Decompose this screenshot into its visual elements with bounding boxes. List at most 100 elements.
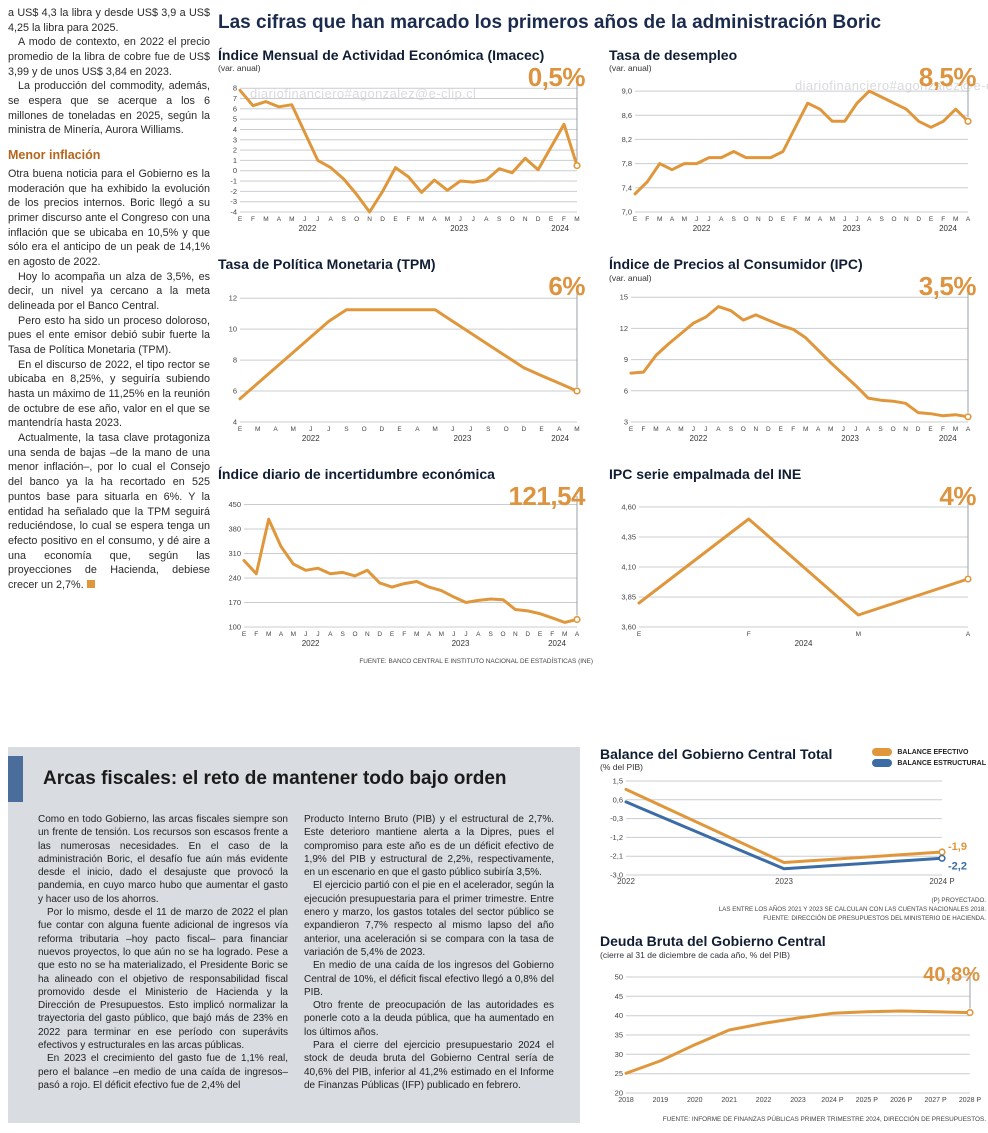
svg-text:-1: -1 <box>230 177 237 186</box>
svg-text:N: N <box>513 631 518 638</box>
svg-text:3,60: 3,60 <box>621 623 636 632</box>
svg-text:310: 310 <box>228 549 241 558</box>
svg-text:M: M <box>414 631 419 638</box>
article-paragraph: Pero esto ha sido un proceso doloroso, p… <box>8 314 210 357</box>
svg-text:2024: 2024 <box>939 224 957 233</box>
svg-text:A: A <box>867 216 872 223</box>
legend-item-estructural: BALANCE ESTRUCTURAL <box>872 759 986 767</box>
svg-text:M: M <box>805 216 810 223</box>
svg-text:F: F <box>941 426 945 433</box>
svg-text:O: O <box>510 216 515 223</box>
article-paragraph: En el discurso de 2022, el tipo rector s… <box>8 358 210 430</box>
svg-text:J: J <box>303 216 306 223</box>
svg-text:S: S <box>489 631 494 638</box>
svg-text:D: D <box>916 216 921 223</box>
chart-subtitle: (% del PIB) <box>600 762 643 773</box>
svg-text:2025 P: 2025 P <box>856 1097 879 1104</box>
svg-text:9,0: 9,0 <box>622 87 632 96</box>
svg-text:O: O <box>362 426 367 433</box>
svg-text:O: O <box>352 631 357 638</box>
svg-text:2023: 2023 <box>775 877 793 886</box>
svg-text:12: 12 <box>229 293 237 302</box>
svg-text:E: E <box>397 426 402 433</box>
svg-text:J: J <box>464 631 467 638</box>
article-paragraph: Hoy lo acompaña un alza de 3,5%, es deci… <box>8 270 210 313</box>
svg-text:2024: 2024 <box>551 224 569 233</box>
svg-text:J: J <box>316 216 319 223</box>
svg-text:F: F <box>645 216 649 223</box>
svg-text:J: J <box>451 426 454 433</box>
highlight-value: 8,5% <box>918 62 977 92</box>
legend: BALANCE EFECTIVO BALANCE ESTRUCTURAL <box>872 748 986 767</box>
svg-text:S: S <box>732 216 737 223</box>
svg-text:M: M <box>255 426 260 433</box>
chart-title: Tasa de Política Monetaria (TPM) <box>218 256 436 273</box>
svg-text:6: 6 <box>624 386 628 395</box>
fiscal-header: Arcas fiscales: el reto de mantener todo… <box>8 753 580 805</box>
svg-text:2019: 2019 <box>653 1097 669 1104</box>
svg-text:M: M <box>653 426 658 433</box>
svg-text:F: F <box>793 216 797 223</box>
svg-text:O: O <box>504 426 509 433</box>
svg-text:N: N <box>365 631 370 638</box>
svg-text:A: A <box>279 631 284 638</box>
svg-text:D: D <box>380 426 385 433</box>
svg-text:2024: 2024 <box>551 434 569 443</box>
svg-text:7,0: 7,0 <box>622 208 632 217</box>
svg-text:M: M <box>682 216 687 223</box>
svg-text:M: M <box>266 631 271 638</box>
svg-text:E: E <box>549 216 554 223</box>
svg-text:2027 P: 2027 P <box>925 1097 948 1104</box>
svg-text:20: 20 <box>615 1088 623 1097</box>
svg-text:J: J <box>327 426 330 433</box>
chart-imacec: Índice Mensual de Actividad Económica (I… <box>218 47 593 241</box>
svg-text:2022: 2022 <box>690 434 708 443</box>
chart-note: LAS ENTRE LOS AÑOS 2021 Y 2023 SE CALCUL… <box>718 906 986 914</box>
svg-text:D: D <box>916 426 921 433</box>
fiscal-paragraph: El ejercicio partió con el pie en el ace… <box>304 880 554 958</box>
chart-title: Índice Mensual de Actividad Económica (I… <box>218 47 545 63</box>
svg-text:8,6: 8,6 <box>622 111 632 120</box>
svg-text:3,85: 3,85 <box>621 593 636 602</box>
article-paragraph: La producción del commodity, además, se … <box>8 80 210 137</box>
fiscal-columns: Como en todo Gobierno, las arcas fiscale… <box>8 805 580 1092</box>
svg-text:D: D <box>525 631 530 638</box>
svg-text:J: J <box>695 216 698 223</box>
chart-title: Balance del Gobierno Central Total <box>600 746 833 762</box>
svg-text:M: M <box>290 426 295 433</box>
chart-subtitle <box>609 482 984 493</box>
svg-text:-2,1: -2,1 <box>610 852 623 861</box>
svg-text:F: F <box>402 631 406 638</box>
svg-text:D: D <box>377 631 382 638</box>
svg-text:M: M <box>856 631 861 638</box>
article-column: a US$ 4,3 la libra y desde US$ 3,9 a US$… <box>8 6 210 593</box>
svg-text:1,5: 1,5 <box>613 777 623 786</box>
fiscal-paragraph: En medio de una caída de los ingresos de… <box>304 960 554 998</box>
svg-text:F: F <box>642 426 646 433</box>
svg-text:25: 25 <box>615 1069 623 1078</box>
svg-text:A: A <box>966 426 971 433</box>
svg-text:E: E <box>238 216 243 223</box>
svg-text:A: A <box>273 426 278 433</box>
svg-text:F: F <box>941 216 945 223</box>
svg-text:A: A <box>816 426 821 433</box>
highlight-value: 0,5% <box>527 62 586 92</box>
svg-text:3: 3 <box>233 136 237 145</box>
svg-text:A: A <box>666 426 671 433</box>
svg-text:M: M <box>432 426 437 433</box>
svg-text:N: N <box>756 216 761 223</box>
svg-text:4,35: 4,35 <box>621 533 636 542</box>
svg-text:F: F <box>254 631 258 638</box>
svg-text:J: J <box>854 426 857 433</box>
svg-text:J: J <box>472 216 475 223</box>
svg-text:S: S <box>880 216 885 223</box>
svg-text:F: F <box>791 426 795 433</box>
svg-text:N: N <box>523 216 528 223</box>
chart-subtitle: (var. anual) <box>609 272 652 283</box>
chart-subtitle: (var. anual) <box>218 63 261 74</box>
svg-text:M: M <box>828 426 833 433</box>
svg-text:8,2: 8,2 <box>622 135 632 144</box>
